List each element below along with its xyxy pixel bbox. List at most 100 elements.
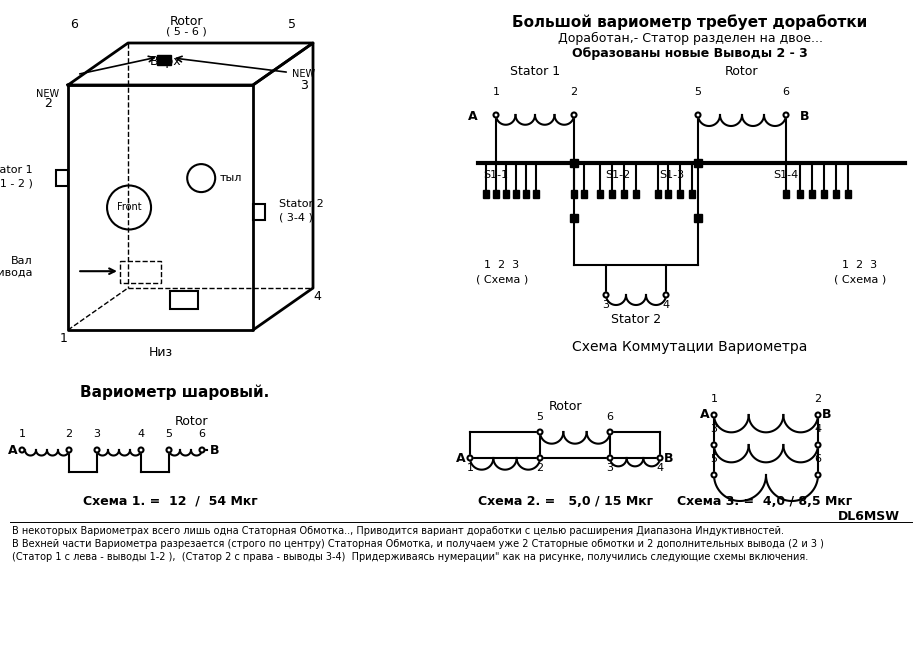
Text: 5: 5: [694, 87, 701, 97]
Bar: [797, 190, 803, 198]
Bar: [783, 190, 789, 198]
Text: 2: 2: [536, 463, 544, 473]
Text: 2: 2: [44, 97, 52, 110]
Circle shape: [571, 113, 577, 118]
Text: Rotor: Rotor: [174, 415, 208, 428]
Circle shape: [712, 443, 716, 448]
Text: 6: 6: [198, 429, 206, 439]
Circle shape: [712, 413, 716, 417]
Bar: [809, 190, 815, 198]
Bar: [571, 190, 577, 198]
Bar: [157, 55, 171, 65]
Text: 4: 4: [138, 429, 145, 439]
Bar: [689, 190, 695, 198]
Bar: [56, 170, 68, 186]
Bar: [483, 190, 489, 198]
Text: 6: 6: [606, 412, 614, 422]
Text: 2: 2: [66, 429, 73, 439]
Text: Вал: Вал: [11, 256, 33, 267]
Text: Привода: Привода: [0, 269, 33, 278]
Bar: [570, 159, 578, 167]
Text: A: A: [468, 109, 478, 122]
Text: 6: 6: [814, 454, 821, 464]
Text: Stator 2: Stator 2: [279, 199, 324, 210]
Text: S1-3: S1-3: [659, 170, 685, 180]
Text: Схема 3. =  4,0 / 8,5 Мкг: Схема 3. = 4,0 / 8,5 Мкг: [677, 495, 853, 508]
Bar: [493, 190, 499, 198]
Text: 5: 5: [711, 454, 717, 464]
Text: 1: 1: [18, 429, 26, 439]
Text: B: B: [800, 109, 809, 122]
Bar: [120, 261, 161, 283]
Text: 3: 3: [606, 463, 614, 473]
Text: ( Схема ): ( Схема ): [476, 274, 528, 284]
Text: Образованы новые Выводы 2 - 3: Образованы новые Выводы 2 - 3: [572, 47, 808, 60]
Text: NEW: NEW: [36, 89, 60, 99]
Circle shape: [607, 430, 613, 435]
Text: 6: 6: [70, 18, 78, 31]
Text: Stator 1: Stator 1: [0, 165, 33, 175]
Circle shape: [607, 455, 613, 461]
Circle shape: [537, 430, 543, 435]
Bar: [570, 214, 578, 222]
Text: 1: 1: [466, 463, 473, 473]
Circle shape: [784, 113, 788, 118]
Bar: [597, 190, 603, 198]
Circle shape: [166, 448, 172, 452]
Text: B: B: [210, 443, 220, 457]
Circle shape: [696, 113, 701, 118]
Circle shape: [816, 443, 821, 448]
Text: Stator 1: Stator 1: [509, 65, 560, 78]
Text: 5: 5: [536, 412, 544, 422]
Circle shape: [604, 292, 608, 298]
Circle shape: [94, 448, 100, 452]
Text: 4: 4: [313, 290, 321, 303]
Bar: [655, 190, 661, 198]
Text: Front: Front: [116, 203, 141, 212]
Text: 1: 1: [493, 87, 499, 97]
Bar: [633, 190, 639, 198]
Text: NEW: NEW: [293, 69, 316, 78]
Text: 3: 3: [93, 429, 101, 439]
Text: Stator 2: Stator 2: [611, 313, 661, 326]
Text: ( 5 - 6 ): ( 5 - 6 ): [166, 27, 207, 37]
Bar: [845, 190, 851, 198]
Circle shape: [712, 472, 716, 477]
Text: тыл: тыл: [219, 173, 242, 183]
Text: Доработан,- Статор разделен на двое...: Доработан,- Статор разделен на двое...: [557, 32, 822, 45]
Text: S1-2: S1-2: [605, 170, 630, 180]
Bar: [694, 159, 702, 167]
Text: ( 1 - 2 ): ( 1 - 2 ): [0, 178, 33, 188]
Text: ( Схема ): ( Схема ): [833, 274, 886, 284]
Text: Схема 1. =  12  /  54 Мкг: Схема 1. = 12 / 54 Мкг: [83, 495, 258, 508]
Circle shape: [494, 113, 498, 118]
Text: B: B: [822, 408, 832, 421]
Circle shape: [816, 413, 821, 417]
Bar: [677, 190, 683, 198]
Text: 5: 5: [288, 18, 296, 31]
Text: 1: 1: [711, 394, 717, 404]
Text: Rotor: Rotor: [170, 15, 203, 28]
Circle shape: [816, 472, 821, 477]
Circle shape: [664, 292, 668, 298]
Bar: [694, 214, 702, 222]
Text: A: A: [701, 408, 710, 421]
Bar: [170, 291, 198, 309]
Bar: [253, 204, 265, 221]
Bar: [513, 190, 519, 198]
Text: 4: 4: [814, 424, 821, 434]
Text: 4: 4: [663, 300, 669, 310]
Text: Вариометр шаровый.: Вариометр шаровый.: [80, 385, 270, 400]
Text: B: B: [664, 452, 674, 465]
Bar: [621, 190, 627, 198]
Bar: [665, 190, 671, 198]
Text: Верх: Верх: [150, 56, 182, 69]
Text: 1  2  3: 1 2 3: [485, 260, 520, 270]
Text: В некоторых Вариометрах всего лишь одна Статорная Обмотка.., Приводится вариант : В некоторых Вариометрах всего лишь одна …: [12, 526, 784, 536]
Bar: [609, 190, 615, 198]
Text: ( 3-4 ): ( 3-4 ): [279, 212, 313, 223]
Text: 5: 5: [165, 429, 173, 439]
Text: 3: 3: [603, 300, 609, 310]
Text: (Статор 1 с лева - выводы 1-2 ),  (Статор 2 с права - выводы 3-4)  Придерживаясь: (Статор 1 с лева - выводы 1-2 ), (Статор…: [12, 552, 809, 562]
Text: DL6MSW: DL6MSW: [838, 510, 900, 523]
